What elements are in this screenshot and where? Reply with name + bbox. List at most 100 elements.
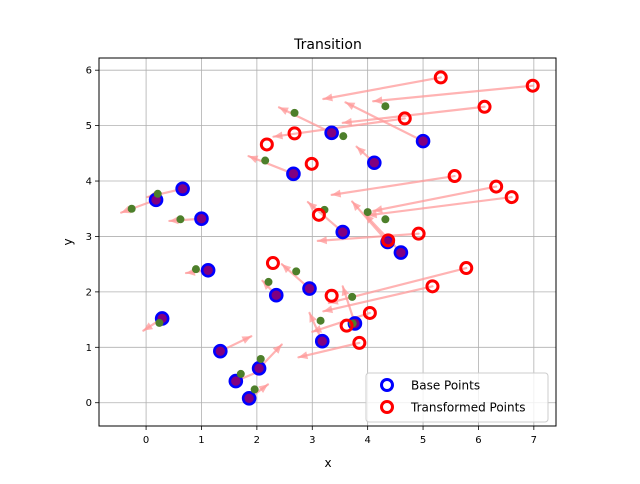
transformed-point [265,256,280,271]
midpoint-dot [155,318,164,327]
midpoint-dot [292,267,301,276]
midpoint-dot [348,292,357,301]
y-tick-label: 5 [86,121,92,132]
transition-arrowhead [323,305,334,314]
y-tick-label: 0 [86,398,92,409]
transformed-point [433,70,448,85]
transition-arrowhead [279,107,289,115]
transition-arrow [322,76,442,101]
transition-arrowhead [373,96,383,105]
chart-title: Transition [293,37,362,53]
base-point [367,155,382,171]
midpoint-dot [264,277,273,286]
midpoint-dot [127,204,136,213]
y-tick-label: 2 [86,287,92,298]
midpoint-dot [381,215,390,224]
midpoint-dot [339,132,348,141]
transition-arrow [297,341,361,359]
transition-arrowhead [248,155,259,164]
transformed-point [324,288,339,303]
transformed-point [397,111,412,126]
transition-arrow [341,105,486,124]
transition-arrowhead [364,214,374,224]
y-axis-label: y [61,238,75,245]
legend-box [365,372,549,423]
transition-arrowhead [307,202,318,211]
transition-arrowhead [352,201,362,211]
transition-arrowhead [281,264,292,274]
transition-arrow [372,185,498,213]
transition-arrowhead [273,131,283,140]
transition-arrow [330,174,456,196]
transition-arrowhead [298,351,309,360]
base-point [302,281,317,296]
base-point [213,343,228,359]
transition-arrowhead [356,146,366,156]
transition-arrowhead [367,210,378,219]
transition-arrowhead [317,236,328,245]
base-point [324,125,339,141]
transition-arrowhead [169,216,179,225]
plot-frame [98,57,557,427]
transformed-point [362,305,377,320]
transformed-point [425,279,440,294]
base-point [241,390,257,406]
transition-arrow [372,84,534,103]
midpoint-dot [236,369,245,378]
y-tick-label: 4 [86,177,92,188]
transition-arrowhead [309,312,317,323]
midpoint-dot [381,102,390,111]
transition-arrowhead [258,384,268,393]
transformed-point [339,318,354,333]
transformed-point [459,261,474,276]
x-tick-label: 0 [143,435,149,446]
transition-arrowhead [312,325,323,333]
transition-arrow [316,232,420,242]
x-tick-label: 2 [254,435,260,446]
base-point [286,166,301,182]
y-tick-label: 1 [86,343,92,354]
transformed-point [447,169,462,184]
midpoint-dot [153,189,162,198]
transformed-point [352,335,367,350]
midpoint-dot [261,156,270,165]
y-tick-label: 3 [86,232,92,243]
transformed-point [304,156,319,171]
transformed-points-layer [259,70,540,350]
x-tick-label: 5 [420,435,426,446]
transition-arrowhead [143,322,154,331]
legend-transformed-marker [380,400,394,414]
ticks-layer: 0 1 2 3 4 5 6 7 0 1 2 3 4 5 6 [86,66,537,446]
legend-base-label: Base Points [411,379,480,393]
transition-arrow [277,106,333,134]
midpoint-dot [256,354,265,363]
transformed-point [259,137,274,152]
transformed-point [311,207,326,222]
x-tick-label: 6 [475,435,481,446]
transition-arrowhead [241,336,252,344]
midpoint-dot [191,265,200,274]
x-tick-label: 7 [531,435,537,446]
base-point [415,133,431,149]
transition-arrowhead [345,102,356,110]
x-tick-label: 1 [198,435,204,446]
base-point [200,262,216,278]
transition-arrowhead [342,117,353,126]
legend-base-marker [380,378,394,392]
transition-arrowhead [272,344,282,354]
base-point [194,211,209,227]
legend-transformed-label: Transformed Points [410,401,526,415]
transformed-point [489,179,504,194]
base-point [335,224,351,240]
midpoint-dot [250,385,259,394]
base-point [175,181,190,197]
transformed-point [504,190,519,205]
transition-arrowhead [331,189,342,198]
transition-arrow [366,196,513,217]
transformed-point [411,226,426,241]
base-point [393,245,409,260]
x-tick-label: 3 [309,435,315,446]
x-tick-label: 4 [364,435,370,446]
